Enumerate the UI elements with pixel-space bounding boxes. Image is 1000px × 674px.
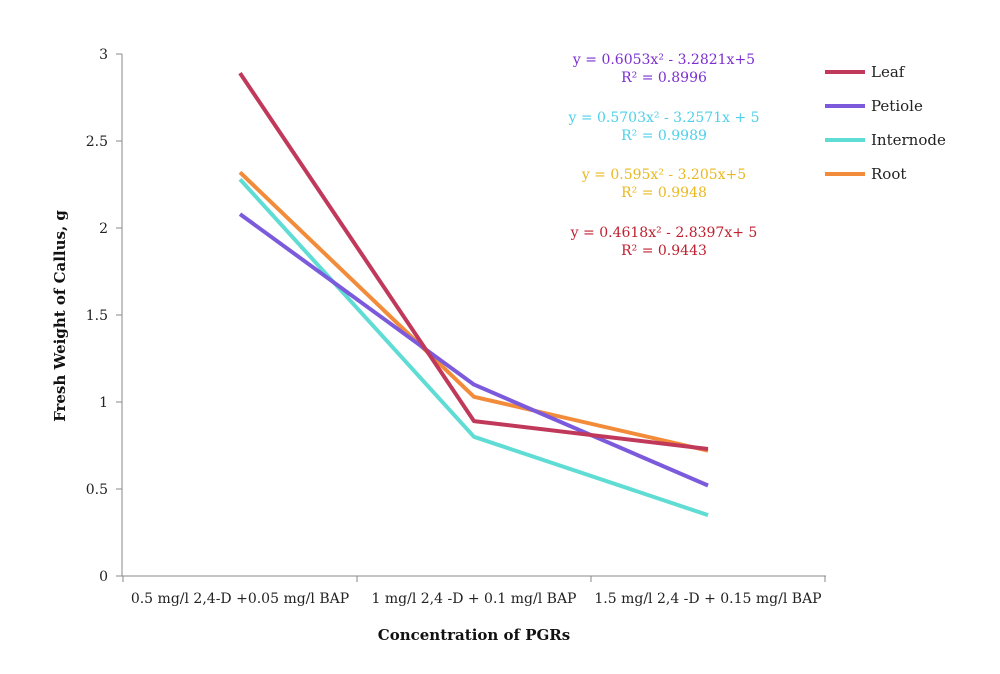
axes — [121, 54, 826, 577]
y-tick-label: 1.5 — [86, 308, 108, 324]
x-tick-label: 1.5 mg/l 2,4 -D + 0.15 mg/l BAP — [594, 591, 821, 607]
legend: Leaf Petiole Internode Root — [825, 63, 946, 183]
trendline-equation: y = 0.5703x² - 3.2571x + 5 — [567, 110, 759, 126]
y-tick-label: 0 — [99, 569, 108, 585]
trendline-equation: y = 0.595x² - 3.205x+5 — [581, 167, 746, 183]
trendline-r2: R² = 0.9443 — [621, 243, 707, 259]
trendline-equations: y = 0.6053x² - 3.2821x+5 R² = 0.8996 y = 0… — [567, 52, 759, 259]
x-ticks: 0.5 mg/l 2,4-D +0.05 mg/l BAP 1 mg/l 2,4 … — [122, 576, 826, 607]
x-axis-title: Concentration of PGRs — [378, 626, 570, 644]
legend-label: Internode — [871, 131, 946, 149]
trendline-equation: y = 0.4618x² - 2.8397x+ 5 — [570, 225, 758, 241]
trendline-equation: y = 0.6053x² - 3.2821x+5 — [572, 52, 755, 68]
y-axis-title: Fresh Weight of Callus, g — [51, 210, 69, 422]
legend-label: Root — [871, 165, 906, 183]
y-tick-label: 2.5 — [86, 134, 108, 150]
legend-label: Petiole — [871, 97, 923, 115]
y-tick-label: 1 — [99, 395, 108, 411]
series-line-root — [238, 170, 709, 453]
x-tick-label: 0.5 mg/l 2,4-D +0.05 mg/l BAP — [131, 591, 349, 607]
trendline-r2: R² = 0.9989 — [621, 128, 707, 144]
x-tick-label: 1 mg/l 2,4 -D + 0.1 mg/l BAP — [372, 591, 577, 607]
series-line-leaf — [238, 71, 709, 451]
series-lines — [238, 71, 709, 517]
y-ticks: 0 0.5 1 1.5 2 2.5 3 — [86, 47, 122, 585]
y-tick-label: 0.5 — [86, 482, 108, 498]
legend-label: Leaf — [871, 63, 906, 81]
trendline-r2: R² = 0.8996 — [621, 70, 707, 86]
trendline-r2: R² = 0.9948 — [621, 185, 707, 201]
series-line-internode — [238, 177, 709, 517]
y-tick-label: 2 — [99, 221, 108, 237]
y-tick-label: 3 — [99, 47, 108, 63]
series-line-petiole — [238, 212, 709, 488]
